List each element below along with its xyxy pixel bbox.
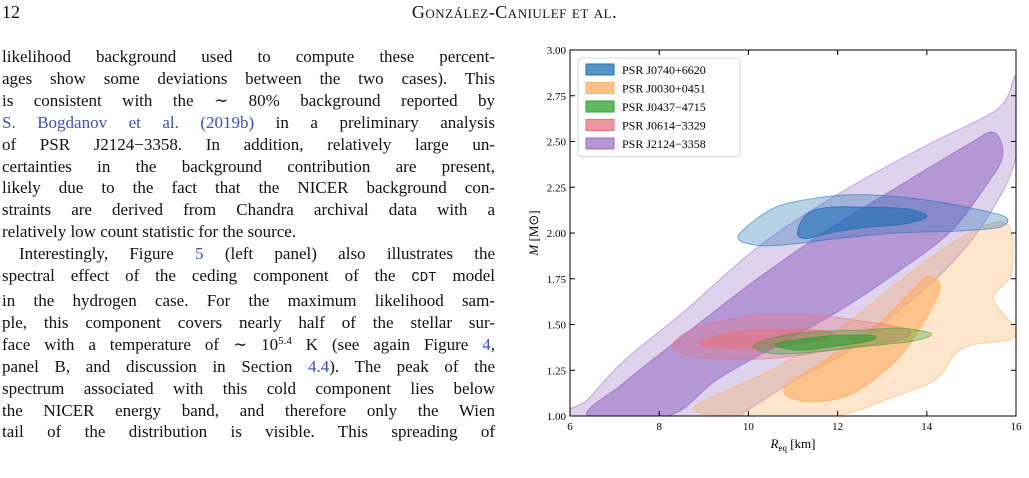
paragraph-2: Interestingly, Figure 5 (left panel) als… — [2, 243, 495, 443]
legend-entry: PSR J0437−4715 — [622, 100, 706, 114]
text-line: of PSR J2124−3358. In addition, relative… — [2, 134, 495, 154]
psr-j0437-4715-inner-contour — [774, 334, 877, 351]
y-tick-label: 3.00 — [547, 45, 567, 57]
text-line: Interestingly, Figure 5 (left panel) als… — [2, 243, 495, 265]
psr-j0030-0451-outer-contour — [693, 221, 1016, 416]
psr-j2124-3358-outer-contour — [570, 75, 1016, 416]
text-span: ). The peak of the — [329, 356, 495, 376]
running-title: González-Caniulef et al. — [411, 2, 618, 22]
text-line: likelihood background used to compute th… — [2, 47, 495, 66]
x-tick-label: 12 — [832, 421, 843, 433]
legend-box — [577, 57, 741, 157]
text-line: ple, this component covers nearly half o… — [2, 312, 495, 332]
y-tick-label: 2.25 — [547, 182, 567, 194]
legend-entry: PSR J2124−3358 — [622, 137, 706, 151]
text-line: certainties in the background contributi… — [2, 156, 495, 176]
exponent: 5.4 — [278, 334, 292, 347]
psr-j2124-3358-inner-contour — [586, 131, 1004, 416]
x-tick-label: 10 — [743, 421, 755, 433]
legend-entry: PSR J0030+0451 — [622, 82, 706, 96]
psr-j0740-6620-legend-swatch — [585, 63, 615, 76]
text-line: is consistent with the ∼ 80% background … — [2, 90, 495, 112]
y-tick-label: 1.50 — [547, 320, 567, 332]
text-span: model — [436, 266, 496, 286]
page-number: 12 — [2, 2, 20, 22]
text-span: face with a temperature of ∼ 10 — [2, 334, 279, 354]
running-header: 12 González-Caniulef et al. — [0, 0, 1029, 26]
legend-entry: PSR J0740+6620 — [622, 63, 706, 77]
psr-j0030-0451-legend-swatch — [585, 82, 615, 94]
text-line: straints are derived from Chandra archiv… — [2, 200, 495, 220]
x-tick-label: 14 — [921, 421, 933, 433]
figure-ref-link[interactable]: 5 — [195, 244, 204, 264]
y-tick-label: 2.75 — [547, 91, 567, 103]
x-tick-label: 16 — [1011, 421, 1023, 433]
text-line: the NICER energy band, and therefore onl… — [2, 400, 495, 420]
y-tick-label: 1.75 — [547, 274, 567, 286]
psr-j2124-3358-legend-swatch — [585, 137, 615, 150]
text-line: panel B, and discussion in Section 4.4).… — [2, 356, 495, 378]
figure-ref-link[interactable]: 4 — [482, 334, 491, 354]
text-line: face with a temperature of ∼ 105.4 K (se… — [2, 334, 495, 356]
text-span: background reported by — [279, 90, 495, 110]
text-span: spectral effect of the ceding component … — [2, 266, 412, 286]
text-span: is consistent with the — [2, 90, 215, 110]
percent-value: ∼ 80% — [214, 90, 280, 110]
paragraph-1: likelihood background used to compute th… — [2, 46, 495, 243]
mass-radius-chart: 6 8 10 12 14 16 1.00 1.25 1.50 1.75 2.00 2.25 2.50 2.… — [526, 45, 1023, 453]
body-text-column: likelihood background used to compute th… — [2, 46, 495, 443]
x-axis-label: Req [km] — [770, 436, 816, 453]
psr-j0437-4715-legend-swatch — [585, 100, 615, 113]
text-line: spectral effect of the ceding component … — [2, 265, 495, 290]
text-line: spectrum associated with this cold compo… — [2, 378, 495, 398]
mass-radius-figure: 6 8 10 12 14 16 1.00 1.25 1.50 1.75 2.00 2.25 2.50 2.… — [520, 44, 1029, 478]
text-span: , — [490, 334, 495, 354]
text-line: likely due to the fact that the NICER ba… — [2, 178, 495, 198]
y-axis-label: M [M⊙] — [526, 210, 541, 256]
x-tick-label: 8 — [656, 421, 662, 433]
psr-j0614-3329-legend-swatch — [585, 119, 615, 131]
text-span: Interestingly, Figure — [19, 244, 196, 264]
text-line: in the hydrogen case. For the maximum li… — [2, 290, 495, 310]
text-line: tail of the distribution is visible. Thi… — [2, 422, 495, 442]
text-line: S. Bogdanov et al. (2019b) in a prelimin… — [2, 112, 495, 134]
y-tick-label: 1.00 — [547, 411, 567, 423]
psr-j0740-6620-inner-contour — [796, 206, 928, 240]
section-ref-link[interactable]: 4.4 — [308, 356, 330, 376]
text-line: ages show some deviations between the tw… — [2, 68, 495, 88]
model-code: CDT — [411, 270, 437, 287]
x-tick-label: 6 — [567, 421, 573, 433]
y-tick-label: 1.25 — [547, 365, 567, 377]
citation-link[interactable]: S. Bogdanov et al. (2019b) — [2, 112, 255, 132]
y-tick-label: 2.50 — [547, 137, 567, 149]
y-tick-label: 2.00 — [547, 228, 567, 240]
text-line: relatively low count statistic for the s… — [2, 222, 297, 242]
legend-entry: PSR J0614−3329 — [622, 119, 706, 133]
text-span: panel B, and discussion in Section — [2, 356, 309, 376]
text-span: K (see again Figure — [291, 334, 483, 354]
text-span: (left panel) also illustrates the — [203, 244, 496, 264]
text-span: in a preliminary analysis — [254, 112, 496, 132]
